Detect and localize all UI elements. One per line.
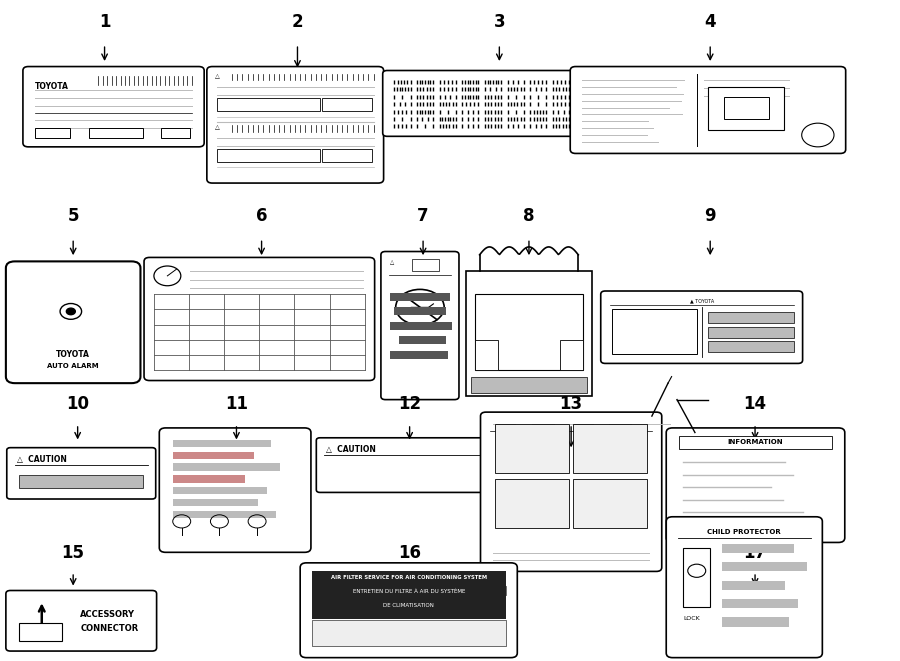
Text: AUTO ALARM: AUTO ALARM [48,363,99,369]
FancyBboxPatch shape [7,447,156,499]
Bar [708,312,794,323]
Text: 14: 14 [743,395,767,412]
Bar [173,499,258,506]
Bar [217,149,320,162]
Bar [573,424,647,473]
FancyBboxPatch shape [6,261,140,383]
Bar [173,440,272,447]
Bar [475,294,583,370]
FancyBboxPatch shape [571,67,846,153]
Bar [722,544,794,553]
Text: 10: 10 [67,395,89,412]
Text: 13: 13 [560,395,582,412]
Bar [390,322,452,330]
Text: CONNECTOR: CONNECTOR [80,625,139,633]
FancyBboxPatch shape [381,252,459,400]
Text: CHILD PROTECTOR: CHILD PROTECTOR [707,529,781,535]
Bar [679,436,832,449]
Bar [173,463,281,471]
Bar [390,351,448,359]
Bar [173,487,267,494]
FancyBboxPatch shape [316,438,494,492]
Bar [173,451,254,459]
Bar [561,340,583,370]
Text: ACCESSORY: ACCESSORY [80,610,135,619]
Bar [161,128,190,137]
Bar [722,580,785,590]
FancyBboxPatch shape [382,71,598,136]
Text: △  CAUTION: △ CAUTION [16,455,67,464]
Text: △: △ [215,124,220,130]
Text: TOYOTA: TOYOTA [56,350,90,359]
FancyBboxPatch shape [481,412,662,571]
FancyBboxPatch shape [666,517,823,658]
Bar [173,475,245,483]
Bar [495,479,569,528]
Bar [495,424,569,473]
Bar [683,548,710,607]
FancyBboxPatch shape [6,590,157,651]
Bar [708,87,785,130]
Text: LOCK: LOCK [683,616,700,621]
Text: INFORMATION: INFORMATION [728,440,783,446]
FancyBboxPatch shape [159,428,310,553]
Bar [89,128,143,137]
Bar [173,511,276,518]
FancyBboxPatch shape [22,67,204,147]
Text: TOYOTA: TOYOTA [34,83,68,91]
Bar [466,271,592,397]
Text: 15: 15 [62,544,85,563]
Bar [471,377,588,393]
Bar [708,342,794,352]
Bar [322,98,372,111]
FancyBboxPatch shape [207,67,383,183]
Text: △: △ [215,73,220,78]
Text: 17: 17 [743,544,767,563]
Bar [311,586,506,595]
Bar [394,307,446,315]
Text: △  CAUTION: △ CAUTION [326,445,376,454]
FancyBboxPatch shape [144,257,374,381]
Text: AIR FILTER SERVICE FOR AIR CONDITIONING SYSTEM: AIR FILTER SERVICE FOR AIR CONDITIONING … [330,576,487,580]
Bar [722,617,789,627]
Text: 11: 11 [225,395,248,412]
Text: DE CLIMATISATION: DE CLIMATISATION [383,603,434,608]
Text: 9: 9 [705,207,716,225]
Bar [573,479,647,528]
FancyBboxPatch shape [301,563,518,658]
Text: 8: 8 [523,207,535,225]
Bar [475,340,498,370]
Bar [311,620,506,646]
Text: △: △ [390,258,394,264]
Bar [322,149,372,162]
Text: 2: 2 [292,13,303,31]
Text: 5: 5 [68,207,79,225]
Text: 16: 16 [398,544,421,563]
Bar [412,258,439,270]
FancyBboxPatch shape [600,291,803,364]
Bar [708,327,794,338]
Circle shape [67,308,76,315]
Text: 12: 12 [398,395,421,412]
Bar [311,579,506,619]
Bar [311,570,506,584]
Text: 4: 4 [705,13,716,31]
Bar [19,623,62,641]
FancyBboxPatch shape [666,428,845,543]
Bar [217,98,320,111]
Bar [19,475,143,488]
Text: 3: 3 [493,13,505,31]
Bar [611,309,698,354]
Bar [390,293,450,301]
Text: 6: 6 [256,207,267,225]
Bar [35,128,69,137]
Bar [724,97,770,118]
Text: ▲ TOYOTA: ▲ TOYOTA [689,298,714,303]
Text: 7: 7 [418,207,429,225]
Bar [722,599,798,608]
Bar [399,336,446,344]
Bar [722,563,807,571]
Text: ENTRETIEN DU FILTRE À AIR DU SYSTÈME: ENTRETIEN DU FILTRE À AIR DU SYSTÈME [353,589,465,594]
Text: 1: 1 [99,13,111,31]
